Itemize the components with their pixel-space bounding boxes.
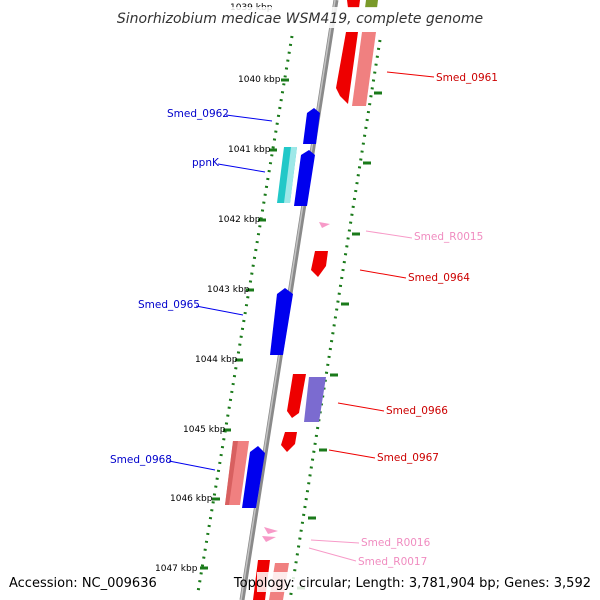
tick-label-1041: 1041 kbp — [228, 145, 271, 155]
tick-label-1042: 1042 kbp — [218, 215, 261, 225]
gene-label-smed_0962[interactable]: Smed_0962 — [167, 108, 229, 120]
map-title: Sinorhizobium medicae WSM419, complete g… — [117, 11, 483, 27]
tick-label-1045: 1045 kbp — [183, 425, 226, 435]
gene-label-smed_r0017[interactable]: Smed_R0017 — [358, 556, 427, 568]
label-leaders — [168, 71, 435, 562]
title-backdrop — [116, 7, 480, 28]
leader-smed_r0017 — [308, 547, 357, 562]
leader-smed_r0015 — [365, 230, 413, 239]
tick-label-1046: 1046 kbp — [170, 494, 213, 504]
outer-ticks — [297, 91, 382, 590]
gene-0963-arrow — [294, 150, 315, 206]
accession-text: Accession: NC_009636 — [9, 576, 157, 591]
gene-label-smed_0964[interactable]: Smed_0964 — [408, 272, 470, 284]
gene-smed_0961-arrow-a[interactable] — [336, 32, 358, 104]
gene-smed_r0015-marker[interactable] — [319, 222, 330, 228]
topology-text: Topology: circular; Length: 3,781,904 bp… — [233, 576, 591, 591]
gene-0969-arrow — [242, 446, 265, 508]
gene-top-red — [347, 0, 360, 8]
leader-smed_0962 — [225, 114, 273, 122]
gene-smed_r0016-marker[interactable] — [264, 527, 278, 534]
gene-smed_0964-arrow[interactable] — [311, 251, 328, 277]
gene-label-smed_0967[interactable]: Smed_0967 — [377, 452, 439, 464]
gene-label-smed_r0015[interactable]: Smed_R0015 — [414, 231, 483, 243]
inner-dotted-track — [196, 35, 294, 593]
leader-smed_r0016 — [310, 539, 360, 544]
gene-smed_0966-red-arrow[interactable] — [287, 374, 306, 418]
gene-smed_0965-arrow[interactable] — [270, 288, 293, 355]
footer-right-backdrop — [257, 572, 596, 592]
inner-ticks — [200, 78, 289, 570]
gene-ppnk-overlap — [284, 147, 297, 203]
gene-label-smed_0961[interactable]: Smed_0961 — [436, 72, 498, 84]
gene-label-smed_0965[interactable]: Smed_0965 — [138, 299, 200, 311]
leader-smed_0964 — [359, 269, 407, 279]
leader-smed_0965 — [195, 305, 244, 316]
gene-smed_0962-arrow[interactable] — [303, 108, 320, 144]
gene-label-smed_0966[interactable]: Smed_0966 — [386, 405, 448, 417]
leader-smed_0968 — [168, 460, 216, 471]
leader-smed_0967 — [328, 449, 376, 459]
gene-smed_0967-arrow[interactable] — [281, 432, 297, 452]
gene-label-ppnk[interactable]: ppnK — [192, 157, 220, 169]
footer-left-backdrop — [4, 572, 150, 592]
leader-smed_0966 — [337, 402, 385, 412]
gene-smed_0961-arrow-b[interactable] — [352, 32, 376, 106]
gene-label-smed_r0016[interactable]: Smed_R0016 — [361, 537, 431, 549]
tick-label-1040: 1040 kbp — [238, 75, 281, 85]
leader-smed_0961 — [386, 71, 435, 78]
tick-label-1044: 1044 kbp — [195, 355, 238, 365]
gene-smed_0968-dark — [225, 441, 238, 505]
gene-top-olive — [365, 0, 378, 8]
tick-label-1043: 1043 kbp — [207, 285, 250, 295]
tick-label-1047: 1047 kbp — [155, 564, 198, 574]
gene-smed_r0017-marker[interactable] — [262, 536, 276, 542]
outer-dotted-track — [288, 39, 382, 600]
gene-smed_0966-arrow[interactable] — [304, 377, 326, 422]
gene-label-smed_0968[interactable]: Smed_0968 — [110, 454, 172, 466]
leader-ppnk — [217, 163, 266, 173]
